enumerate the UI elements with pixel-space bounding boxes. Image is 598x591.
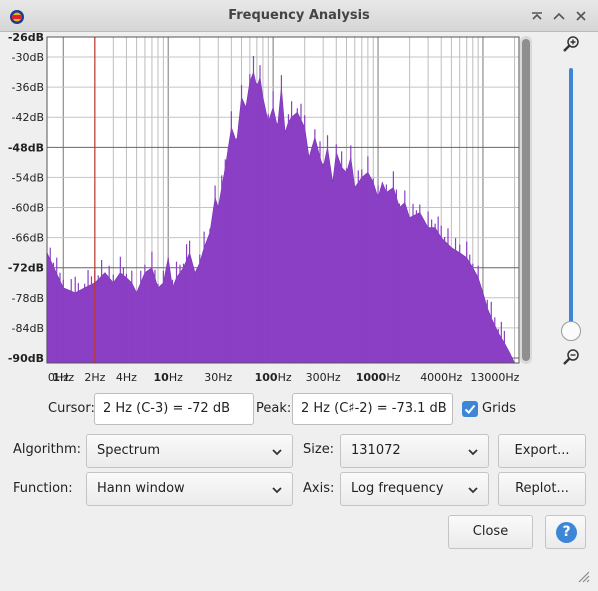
y-tick-label: -60dB	[12, 202, 45, 215]
y-tick-label: -26dB	[8, 32, 44, 44]
axis-label: Axis:	[303, 481, 335, 496]
x-tick-label: 4000Hz	[420, 371, 462, 384]
zoom-knob[interactable]	[561, 321, 581, 341]
size-label: Size:	[303, 442, 335, 457]
grids-checkbox[interactable]	[462, 401, 478, 417]
y-tick-label: -90dB	[8, 352, 44, 365]
zoom-in-icon[interactable]	[561, 34, 581, 54]
x-tick-label: 0Hz	[48, 371, 69, 384]
peak-readout: 2 Hz (C♯-2) = -73.1 dB	[292, 393, 453, 425]
vertical-zoom-slider[interactable]	[556, 32, 586, 367]
close-icon	[576, 11, 586, 21]
peak-label: Peak:	[256, 401, 292, 416]
x-tick-label: 1Hz	[52, 371, 74, 384]
function-label: Function:	[13, 481, 73, 496]
function-select[interactable]: Hann window	[86, 472, 293, 506]
y-tick-label: -66dB	[12, 232, 45, 245]
x-tick-label: 30Hz	[204, 371, 232, 384]
chevron-down-icon	[468, 487, 478, 494]
resize-grip-icon[interactable]	[576, 569, 590, 583]
shade-window-button[interactable]	[528, 7, 546, 25]
maximize-button[interactable]	[550, 7, 568, 25]
size-select[interactable]: 131072	[340, 434, 489, 468]
axis-select[interactable]: Log frequency	[340, 472, 489, 506]
y-tick-label: -54dB	[12, 171, 45, 184]
spectrum-plot[interactable]: -26dB -30dB -36dB -42dB -48dB -54dB -60dB -66dB…	[0, 32, 598, 392]
zoom-out-icon[interactable]	[561, 347, 581, 367]
cursor-readout: 2 Hz (C-3) = -72 dB	[94, 393, 254, 425]
x-tick-label: 100Hz	[255, 371, 292, 384]
export-button[interactable]: Export...	[498, 434, 586, 468]
help-icon: ?	[556, 522, 577, 543]
grids-label[interactable]: Grids	[482, 401, 517, 416]
x-tick-label: 10Hz	[154, 371, 184, 384]
y-tick-label: -72dB	[8, 262, 44, 275]
spectrum-chart[interactable]: -26dB -30dB -36dB -42dB -48dB -54dB -60dB -66dB…	[0, 32, 598, 392]
y-tick-label: -48dB	[8, 141, 44, 154]
plot-frame	[46, 36, 520, 364]
x-tick-label: 2Hz	[84, 371, 105, 384]
axis-value: Log frequency	[351, 481, 444, 496]
y-tick-label: -84dB	[12, 322, 45, 335]
y-tick-label: -36dB	[12, 81, 45, 94]
algorithm-value: Spectrum	[97, 443, 160, 458]
title-bar: Frequency Analysis	[0, 0, 598, 32]
size-value: 131072	[351, 443, 401, 458]
zoom-track[interactable]	[569, 68, 573, 330]
audacity-app-icon	[8, 7, 26, 25]
window-title: Frequency Analysis	[228, 8, 370, 23]
help-button[interactable]: ?	[545, 515, 586, 549]
algorithm-select[interactable]: Spectrum	[86, 434, 293, 468]
y-tick-label: -30dB	[12, 51, 45, 64]
algorithm-label: Algorithm:	[13, 442, 82, 457]
x-tick-label: 13000Hz	[470, 371, 519, 384]
y-tick-label: -42dB	[12, 111, 45, 124]
cursor-label: Cursor:	[48, 401, 95, 416]
y-tick-label: -78dB	[12, 292, 45, 305]
scrollbar-thumb[interactable]	[522, 39, 530, 361]
chevron-up-icon	[553, 12, 565, 20]
shade-icon	[532, 12, 542, 20]
checkmark-icon	[464, 404, 476, 414]
chevron-down-icon	[272, 487, 282, 494]
close-button[interactable]: Close	[448, 515, 533, 549]
x-tick-label: 300Hz	[306, 371, 341, 384]
x-tick-label: 1000Hz	[356, 371, 401, 384]
chevron-down-icon	[272, 449, 282, 456]
function-value: Hann window	[97, 481, 185, 496]
vertical-scrollbar[interactable]	[520, 36, 532, 364]
close-window-button[interactable]	[572, 7, 590, 25]
x-tick-label: 4Hz	[116, 371, 137, 384]
replot-button[interactable]: Replot...	[498, 472, 586, 506]
chevron-down-icon	[468, 449, 478, 456]
